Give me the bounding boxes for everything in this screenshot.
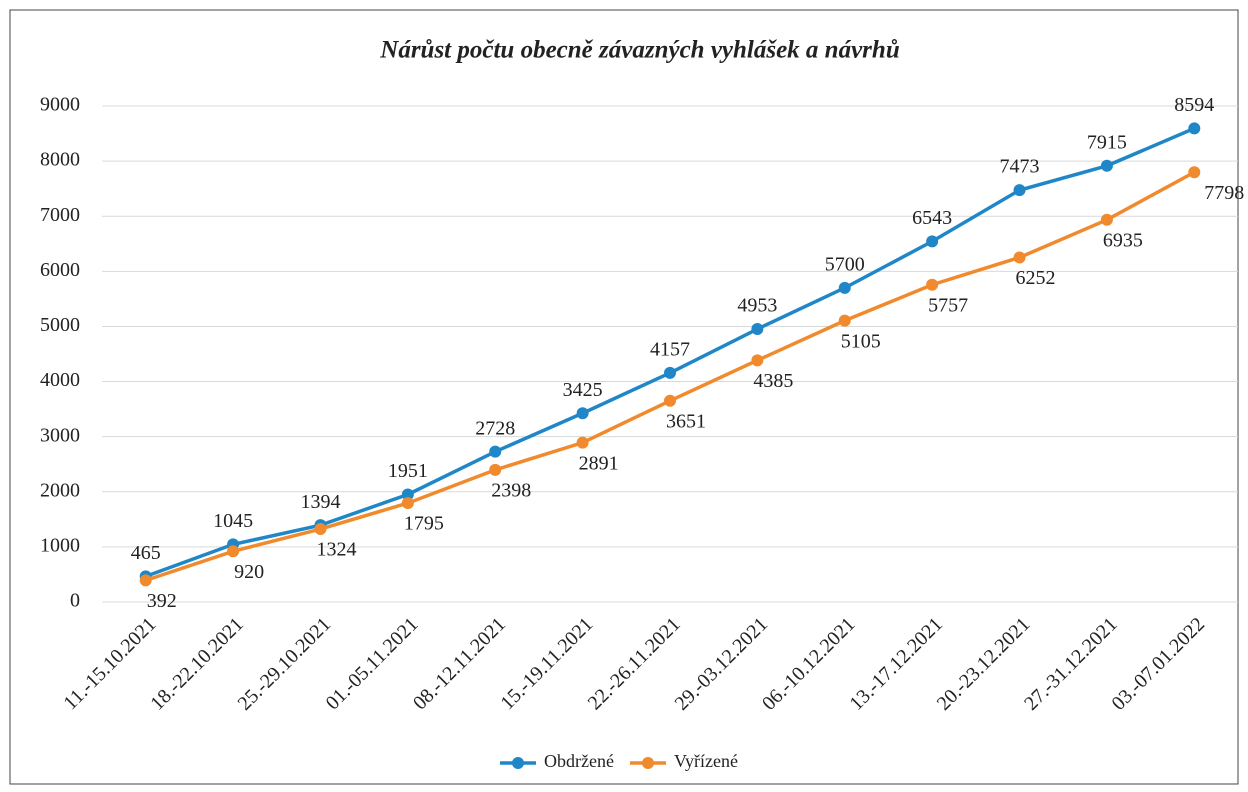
data-label: 5757 [928,294,968,316]
data-point [751,354,764,367]
y-tick-label: 8000 [40,149,80,171]
data-point [576,436,589,449]
y-tick-label: 7000 [40,204,80,226]
data-point [926,278,939,291]
data-point [489,445,502,458]
data-label: 3651 [666,410,706,432]
data-point [1188,166,1201,179]
data-point [1100,213,1113,226]
data-label: 7915 [1087,131,1127,153]
data-point [227,545,240,558]
legend-label: Obdržené [544,751,614,771]
data-label: 5105 [841,330,881,352]
data-label: 4385 [753,370,793,392]
data-point [751,323,764,336]
legend-item: Vyřízené [630,751,738,771]
legend-item: Obdržené [500,751,614,771]
data-point [1013,184,1026,197]
y-tick-label: 5000 [40,314,80,336]
data-point [139,574,152,587]
y-tick-label: 1000 [40,534,80,556]
data-label: 2891 [579,452,619,474]
chart-title: Nárůst počtu obecně závazných vyhlášek a… [379,37,900,64]
y-tick-label: 6000 [40,259,80,281]
data-label: 2728 [475,417,515,439]
data-label: 6252 [1016,267,1056,289]
data-point [401,488,414,501]
data-point [1188,122,1201,135]
y-tick-label: 9000 [40,94,80,116]
legend-marker [512,757,524,769]
data-label: 3425 [563,379,603,401]
data-label: 465 [131,542,161,564]
data-label: 6935 [1103,229,1143,251]
data-label: 7798 [1204,182,1244,204]
data-label: 920 [234,561,264,583]
legend-marker [642,757,654,769]
data-point [1013,251,1026,264]
y-tick-label: 4000 [40,369,80,391]
chart-border [9,9,1239,785]
data-label: 6543 [912,207,952,229]
y-tick-label: 0 [70,590,80,612]
data-point [838,281,851,294]
y-tick-label: 2000 [40,479,80,501]
data-point [576,407,589,420]
data-label: 1394 [300,491,340,513]
legend-label: Vyřízené [674,751,738,771]
data-label: 8594 [1174,94,1214,116]
data-label: 1045 [213,510,253,532]
data-label: 4157 [650,338,690,360]
data-point [664,366,676,379]
data-label: 2398 [491,479,531,501]
data-label: 4953 [737,295,777,317]
data-label: 1795 [404,513,444,535]
data-point [926,235,939,248]
data-label: 1324 [316,539,356,561]
data-label: 1951 [388,460,428,482]
data-point [489,463,502,476]
data-point [838,314,851,327]
data-point [664,394,676,407]
data-point [1100,159,1113,172]
data-label: 392 [147,590,177,612]
data-point [401,497,414,510]
data-label: 7473 [1000,156,1040,178]
data-label: 5700 [825,253,865,275]
y-tick-label: 3000 [40,424,80,446]
data-point [314,523,327,536]
